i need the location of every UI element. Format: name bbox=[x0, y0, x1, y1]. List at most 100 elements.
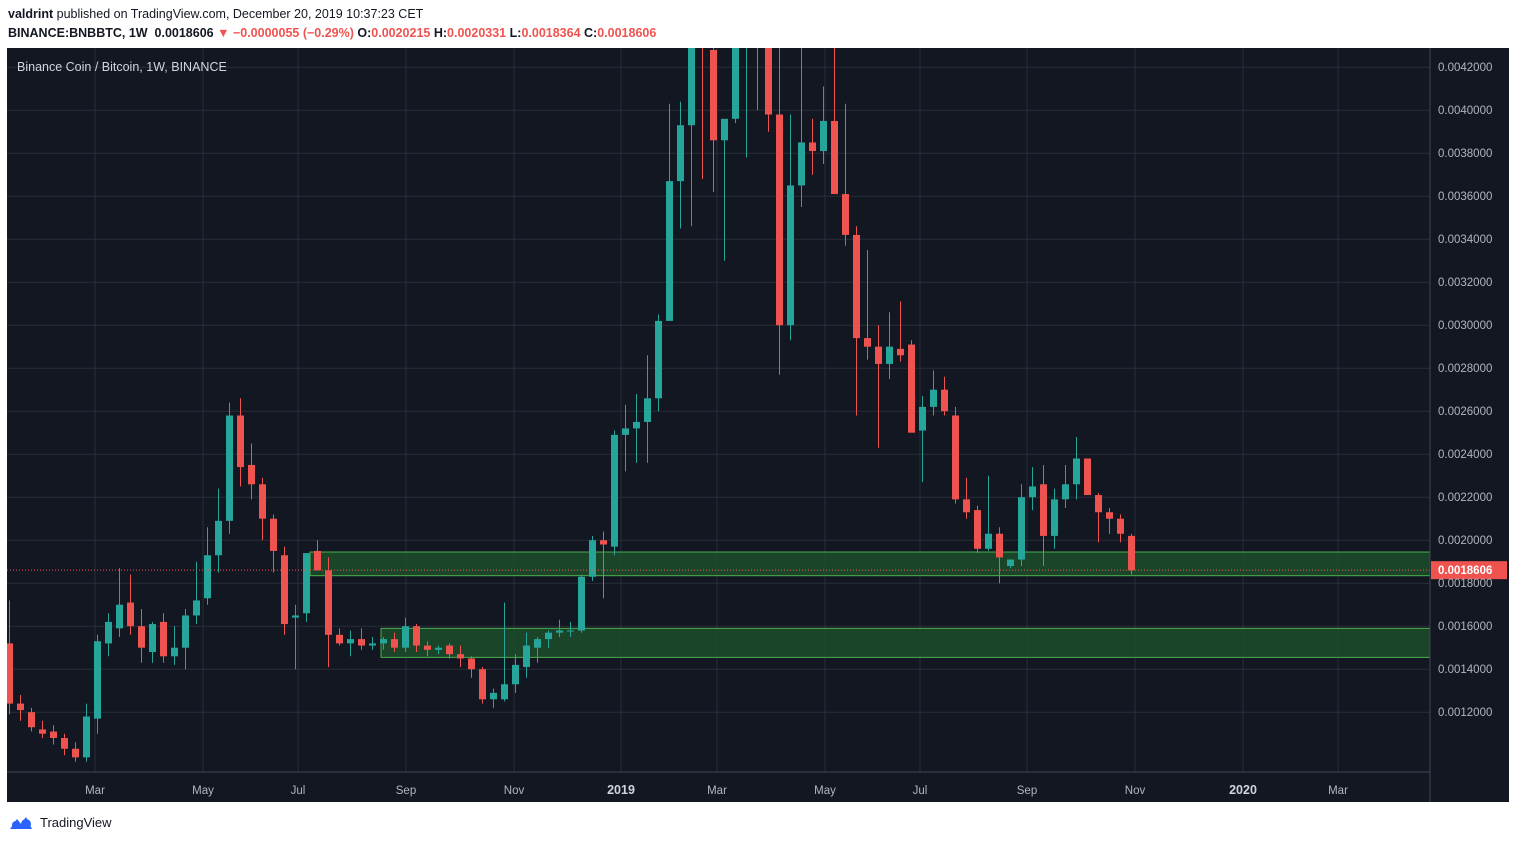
candle-body bbox=[897, 348, 904, 356]
candle-body bbox=[622, 428, 629, 435]
candle-body bbox=[1029, 486, 1036, 498]
candle bbox=[908, 340, 915, 433]
candle bbox=[611, 430, 618, 556]
candle bbox=[765, 13, 772, 132]
candle bbox=[644, 355, 651, 463]
ohlc-legend: BINANCE:BNBBTC, 1W 0.0018606 ▼ −0.000005… bbox=[8, 26, 656, 40]
candle bbox=[875, 325, 882, 448]
x-tick-label: May bbox=[192, 785, 214, 797]
candle-body bbox=[72, 748, 79, 758]
candle bbox=[930, 370, 937, 416]
candle bbox=[292, 604, 299, 670]
publisher-name[interactable]: valdrint bbox=[8, 7, 54, 21]
candle bbox=[1073, 437, 1080, 500]
candle bbox=[556, 619, 563, 637]
x-tick-label: Jul bbox=[913, 785, 928, 797]
x-tick-label: 2020 bbox=[1229, 783, 1257, 797]
candle bbox=[138, 609, 145, 663]
candle-body bbox=[325, 570, 332, 635]
candle bbox=[1117, 514, 1124, 543]
candle bbox=[545, 630, 552, 648]
candle bbox=[325, 557, 332, 668]
y-tick-label: 0.0012000 bbox=[1438, 707, 1492, 719]
candle-body bbox=[864, 338, 871, 347]
support-zone bbox=[381, 628, 1430, 658]
candle bbox=[633, 394, 640, 463]
chart-panel[interactable]: 0.0018606 0.0012000 0.0014000 0.0016000 0.0… bbox=[6, 2, 1509, 802]
candle-body bbox=[259, 484, 266, 519]
candle-body bbox=[358, 639, 365, 646]
last-price-text: 0.0018606 bbox=[154, 26, 214, 40]
candle-body bbox=[1117, 518, 1124, 534]
candle bbox=[127, 574, 134, 635]
candle bbox=[215, 488, 222, 573]
candle-body bbox=[204, 555, 211, 599]
candle bbox=[193, 561, 200, 625]
candle bbox=[83, 703, 90, 762]
candle bbox=[424, 641, 431, 657]
candle bbox=[149, 621, 156, 663]
tradingview-cloud-icon bbox=[10, 817, 32, 829]
x-tick-label: Sep bbox=[1017, 785, 1037, 797]
support-zones bbox=[309, 551, 1431, 658]
tradingview-logo[interactable]: TradingView bbox=[8, 814, 112, 830]
y-tick-label: 0.0042000 bbox=[1438, 62, 1492, 74]
y-tick-label: 0.0014000 bbox=[1438, 664, 1492, 676]
candle-body bbox=[391, 639, 398, 648]
y-tick-label: 0.0028000 bbox=[1438, 363, 1492, 375]
candle-body bbox=[446, 645, 453, 655]
candle-body bbox=[149, 624, 156, 652]
high-label: H: bbox=[433, 26, 448, 40]
candle-body bbox=[688, 45, 695, 126]
candle bbox=[457, 645, 464, 668]
y-tick-label: 0.0040000 bbox=[1438, 105, 1492, 117]
candle-body bbox=[600, 540, 607, 545]
y-tick-label: 0.0034000 bbox=[1438, 234, 1492, 246]
candle bbox=[116, 568, 123, 637]
symbol-label: BINANCE:BNBBTC, 1W bbox=[8, 26, 148, 40]
y-tick-label: 0.0016000 bbox=[1438, 621, 1492, 633]
candle-body bbox=[996, 533, 1003, 558]
candle bbox=[919, 396, 926, 483]
candle bbox=[666, 103, 673, 321]
y-tick-label: 0.0038000 bbox=[1438, 148, 1492, 160]
candle-body bbox=[919, 406, 926, 431]
candle-body bbox=[1007, 559, 1014, 566]
candle-body bbox=[380, 639, 387, 644]
candle-body bbox=[974, 510, 981, 549]
x-tick-label: Mar bbox=[1328, 785, 1348, 797]
y-tick-label: 0.0036000 bbox=[1438, 191, 1492, 203]
chart-title: Binance Coin / Bitcoin, 1W, BINANCE bbox=[17, 60, 227, 74]
candle bbox=[28, 707, 35, 732]
candle bbox=[50, 725, 57, 745]
candle bbox=[512, 654, 519, 693]
y-tick-label: 0.0026000 bbox=[1438, 406, 1492, 418]
candle bbox=[578, 574, 585, 633]
candle-body bbox=[6, 643, 13, 704]
candle bbox=[171, 626, 178, 665]
candle bbox=[336, 628, 343, 646]
candle-body bbox=[171, 647, 178, 657]
candles bbox=[6, 2, 1135, 762]
candle-body bbox=[567, 630, 574, 632]
candle-body bbox=[28, 712, 35, 728]
y-tick-label: 0.0030000 bbox=[1438, 320, 1492, 332]
candle-body bbox=[182, 615, 189, 648]
candle-body bbox=[963, 499, 970, 513]
candle bbox=[380, 636, 387, 650]
candle-body bbox=[611, 434, 618, 547]
candle bbox=[281, 546, 288, 635]
candle bbox=[446, 643, 453, 659]
candle-body bbox=[215, 520, 222, 556]
candle-body bbox=[1062, 484, 1069, 500]
candle bbox=[347, 630, 354, 657]
candle bbox=[1095, 492, 1102, 543]
candlestick-chart[interactable]: 0.0018606 0.0012000 0.0014000 0.0016000 0.0… bbox=[6, 2, 1509, 802]
candle-body bbox=[1051, 499, 1058, 536]
candle bbox=[974, 505, 981, 554]
candle-body bbox=[94, 641, 101, 719]
candle bbox=[6, 600, 13, 715]
candle-body bbox=[83, 716, 90, 758]
candle-body bbox=[1095, 495, 1102, 513]
candle bbox=[402, 617, 409, 652]
